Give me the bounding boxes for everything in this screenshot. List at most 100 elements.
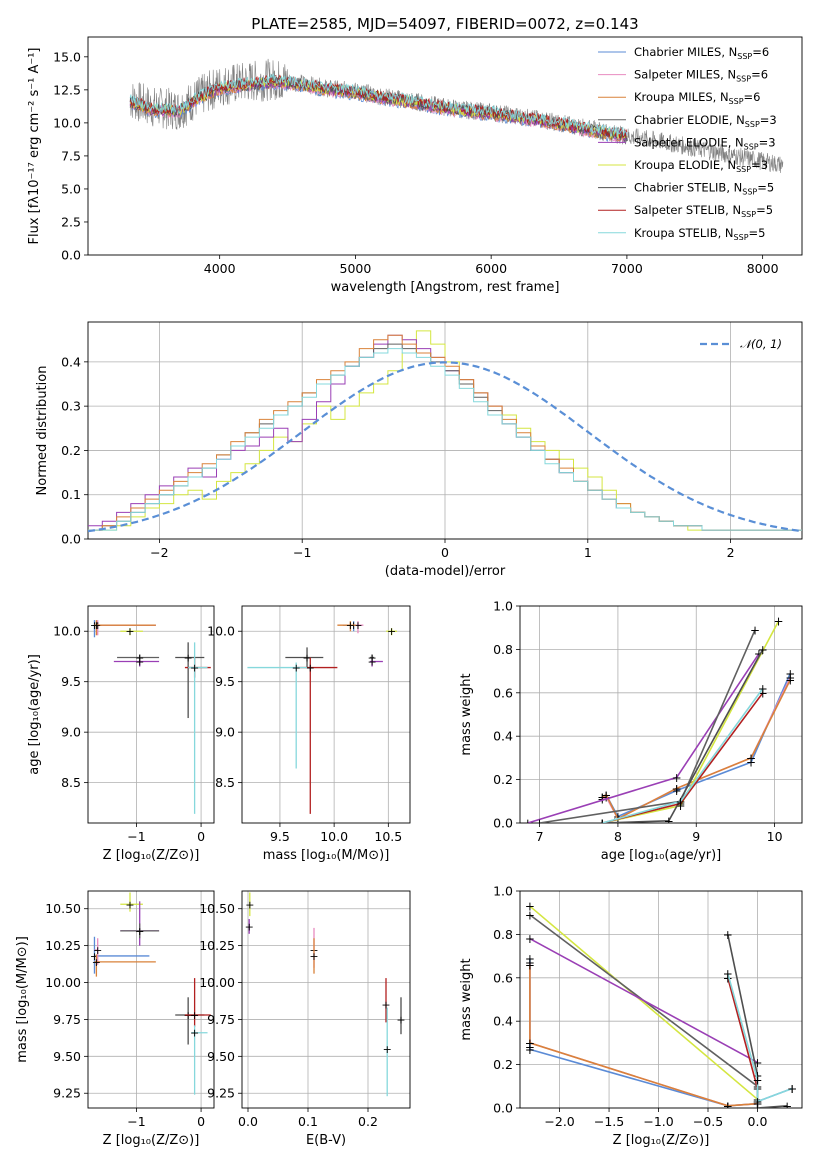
legend-label-main: Kroupa STELIB, N	[634, 226, 734, 240]
legend-label-main: Salpeter MILES, N	[634, 68, 736, 82]
x-tick-label: −2	[150, 545, 168, 560]
x-tick-label: 0.1	[298, 1114, 318, 1129]
point-marker: +	[306, 662, 315, 675]
y-tick-label: 5.0	[61, 181, 81, 196]
y-tick-label: 0.0	[493, 1101, 513, 1116]
legend-label-suffix: =6	[751, 68, 768, 82]
age_vs_mass-axes: 9.5 10.0 10.5 8.5 9.0 9.5 10.0	[207, 605, 411, 844]
y-tick-label: 10.0	[53, 115, 81, 130]
residuals-axes: −2 −1 0 1 2 0.0 0.1 0.2 0.3 0.4	[61, 321, 803, 560]
error-point: +	[381, 978, 391, 1023]
point-marker: +	[135, 651, 144, 664]
x-tick-label: 0	[441, 545, 449, 560]
error-point: +	[297, 657, 338, 814]
y-tick-label: 9.50	[207, 1049, 235, 1064]
legend-label: Chabrier STELIB, NSSP=5	[634, 181, 774, 197]
mass_weight_vs_age-frame	[519, 605, 803, 824]
x-tick-label: 2	[727, 545, 735, 560]
point-marker: +	[525, 956, 535, 970]
point-marker: +	[597, 817, 607, 831]
point-marker: +	[785, 671, 795, 685]
y-tick-label: 0.2	[493, 772, 513, 787]
y-tick-label: 10.25	[199, 938, 235, 953]
point-marker: +	[752, 1102, 762, 1116]
point-marker: +	[93, 944, 102, 957]
x-tick-label: −1	[127, 1114, 145, 1129]
y-tick-label: 9.5	[61, 674, 81, 689]
error-point: +	[396, 997, 406, 1035]
legend-label-sub: SSP	[736, 75, 751, 84]
point-marker: +	[597, 790, 607, 804]
point-marker: +	[723, 967, 733, 981]
mass_weight_vs_age-ylabel: mass weight	[459, 673, 474, 755]
legend-label-sub: SSP	[736, 165, 751, 174]
point-marker: +	[746, 756, 756, 770]
point-marker: +	[613, 810, 623, 824]
legend-label-sub: SSP	[737, 52, 752, 61]
point-marker: +	[785, 673, 795, 687]
age_vs_Z-ylabel: age [log₁₀(age/yr)]	[27, 654, 42, 775]
spectrum-axes: 4000 5000 6000 7000 8000 0.0 2.5 5.0 7.5 10.0 12.5…	[53, 36, 803, 276]
point-marker: +	[773, 615, 783, 629]
legend-label: 𝒩(0, 1)	[740, 337, 782, 351]
legend-label-main: Kroupa ELODIE, N	[634, 158, 736, 172]
point-marker: +	[672, 771, 682, 785]
legend-label-suffix: =6	[752, 45, 769, 59]
point-marker: +	[752, 1069, 762, 1083]
x-tick-label: 10	[767, 829, 783, 844]
mass_vs_ebv-plot: +++++++	[245, 892, 406, 1097]
x-tick-label: 6000	[475, 261, 507, 276]
point-marker: +	[292, 662, 301, 675]
histogram-step-line	[88, 348, 802, 531]
legend-label: Kroupa MILES, NSSP=6	[634, 90, 760, 106]
x-tick-label: −1.5	[594, 1114, 624, 1129]
legend-label: Salpeter ELODIE, NSSP=3	[634, 135, 776, 151]
legend-label-main: Kroupa MILES, N	[634, 90, 729, 104]
y-tick-label: 0.4	[493, 1014, 513, 1029]
point-marker: +	[309, 950, 318, 963]
error-point: +	[184, 978, 211, 1027]
point-marker: +	[723, 1099, 733, 1113]
point-marker: +	[525, 958, 535, 972]
y-tick-label: 8.5	[61, 775, 81, 790]
mass_vs_Z-plot: +++++++++	[90, 892, 211, 1095]
y-tick-label: 10.0	[53, 624, 81, 639]
error-point: +	[117, 651, 160, 664]
x-tick-label: 7000	[611, 261, 643, 276]
y-tick-label: 9.0	[215, 725, 235, 740]
error-point: +	[190, 1025, 208, 1095]
point-marker: +	[135, 925, 144, 938]
error-point: +	[285, 647, 324, 668]
point-marker: +	[125, 625, 134, 638]
y-tick-label: 0.0	[493, 816, 513, 831]
legend-label-suffix: =5	[749, 226, 766, 240]
point-marker: +	[758, 682, 768, 696]
point-marker: +	[758, 686, 768, 700]
mass-weight-line	[727, 973, 793, 1103]
mass_vs_Z-ylabel: mass [log₁₀(M/M⊙)]	[15, 936, 30, 1063]
mass_weight_vs_age-axes: 7 8 9 10 0.0 0.2 0.4 0.6 0.8 1.0	[493, 599, 803, 844]
y-tick-label: 0.0	[61, 532, 81, 547]
legend-label-suffix: =3	[759, 135, 776, 149]
legend-label: Chabrier MILES, NSSP=6	[634, 45, 769, 61]
y-tick-label: 0.4	[493, 729, 513, 744]
age_vs_mass-frame	[241, 605, 411, 824]
model-spectrum-line	[129, 72, 628, 138]
point-marker: +	[676, 799, 686, 813]
x-tick-label: 9	[692, 829, 700, 844]
point-marker: +	[367, 651, 376, 664]
y-tick-label: 0.3	[61, 399, 81, 414]
y-tick-label: 10.50	[45, 901, 81, 916]
point-marker: +	[525, 1043, 535, 1057]
point-marker: +	[525, 1041, 535, 1055]
legend-label-suffix: =3	[751, 158, 768, 172]
mass-weight-line	[529, 937, 758, 1064]
point-marker: +	[92, 956, 101, 969]
error-point: +	[309, 938, 319, 974]
spectrum-frame	[87, 36, 803, 256]
point-marker: +	[190, 1009, 199, 1022]
point-marker: +	[92, 619, 101, 632]
point-marker: +	[723, 1099, 733, 1113]
point-marker: +	[190, 662, 199, 675]
point-marker: +	[723, 928, 733, 942]
